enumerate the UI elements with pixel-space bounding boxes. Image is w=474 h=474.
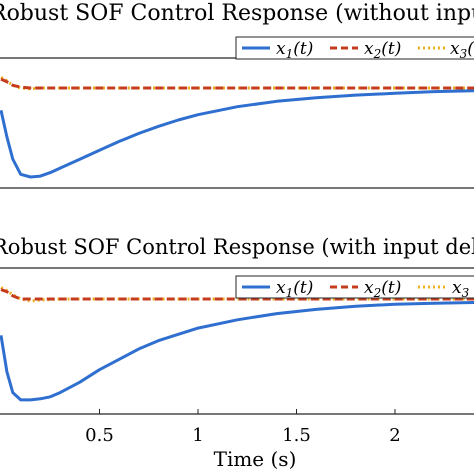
- subplot-bottom-series: [0, 286, 474, 402]
- subplot-bottom-x-ticks: 0.5 1 1.5 2: [85, 409, 401, 446]
- subplot-bottom: Robust SOF Control Response (with input …: [0, 235, 474, 471]
- x-tick-label: 0.5: [85, 425, 114, 446]
- series-line-x1t: [0, 89, 474, 179]
- x-axis-label: Time (s): [214, 447, 297, 471]
- legend-label-x2: x2(t): [364, 278, 401, 300]
- legend-label-x1: x1(t): [276, 39, 313, 61]
- subplot-top: Robust SOF Control Response (without inp…: [0, 1, 474, 189]
- x-tick-label: 2: [389, 425, 400, 446]
- x-tick-label: 1: [192, 425, 203, 446]
- legend-label-x3: x3(t): [450, 39, 474, 61]
- x-tick-label: 1.5: [282, 425, 311, 446]
- legend-label-x1: x1(t): [276, 278, 313, 300]
- subplot-bottom-legend: x1(t) x2(t) x3: [235, 275, 474, 300]
- subplot-top-title: Robust SOF Control Response (without inp…: [0, 1, 474, 26]
- series-line-x2t: [0, 77, 474, 90]
- series-line-x2t: [0, 288, 474, 301]
- subplot-bottom-title: Robust SOF Control Response (with input …: [0, 235, 474, 263]
- subplot-top-legend: x1(t) x2(t) x3(t): [235, 36, 474, 61]
- legend-label-x2: x2(t): [364, 39, 401, 61]
- series-line-x1t: [0, 300, 474, 402]
- subplot-top-series: [0, 76, 474, 179]
